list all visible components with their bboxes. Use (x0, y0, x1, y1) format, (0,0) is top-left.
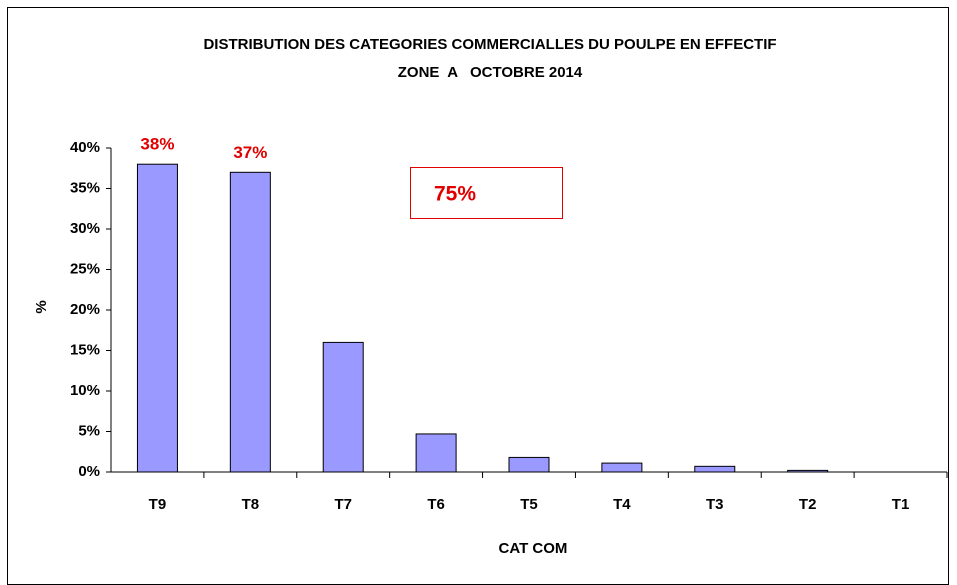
data-label: 38% (140, 135, 174, 154)
x-axis-label: CAT COM (499, 540, 568, 557)
y-tick-label: 5% (78, 422, 100, 439)
x-tick-label: T8 (242, 496, 260, 513)
annotation-box (410, 167, 563, 219)
y-tick-label: 35% (70, 179, 100, 196)
bar (322, 341, 364, 473)
bar (508, 456, 550, 473)
x-tick-label: T5 (520, 496, 538, 513)
y-tick-label: 40% (70, 139, 100, 156)
annotation: 75% (434, 183, 476, 206)
y-tick-label: 30% (70, 220, 100, 237)
y-tick-label: 0% (78, 463, 100, 480)
x-tick-label: T6 (427, 496, 445, 513)
bar (136, 163, 178, 473)
y-axis-label: % (33, 300, 50, 313)
x-tick-label: T3 (706, 496, 724, 513)
y-tick-label: 10% (70, 382, 100, 399)
bar (694, 465, 736, 473)
bar (415, 433, 457, 473)
y-tick-label: 25% (70, 260, 100, 277)
y-tick-label: 15% (70, 341, 100, 358)
bar (601, 462, 643, 473)
bar (229, 171, 271, 473)
y-tick-label: 20% (70, 301, 100, 318)
x-tick-label: T1 (892, 496, 910, 513)
chart-subtitle: ZONE A OCTOBRE 2014 (398, 64, 583, 81)
chart-title: DISTRIBUTION DES CATEGORIES COMMERCIALLE… (203, 36, 776, 53)
x-tick-label: T4 (613, 496, 631, 513)
x-tick-label: T7 (334, 496, 352, 513)
data-label: 37% (233, 143, 267, 162)
x-tick-label: T2 (799, 496, 817, 513)
x-tick-label: T9 (149, 496, 167, 513)
